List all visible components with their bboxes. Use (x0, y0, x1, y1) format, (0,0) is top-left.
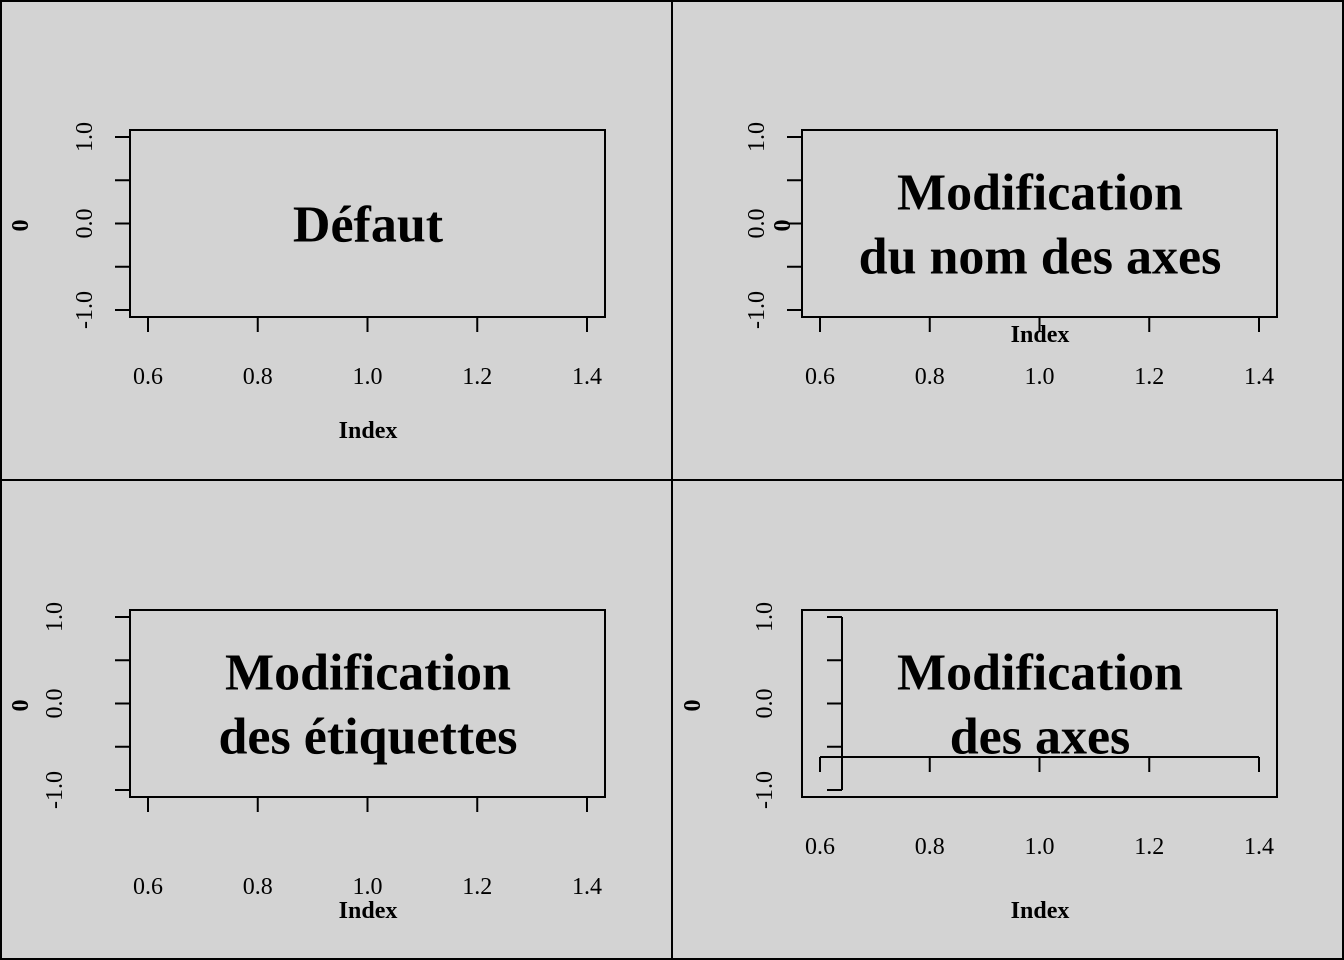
y-axis-title: 0 (8, 700, 34, 712)
panel-text-line-1: Modification (897, 165, 1183, 222)
x-tick-label: 0.6 (805, 364, 835, 390)
panel-text-line-2: des axes (950, 709, 1131, 766)
panel-2: 0.6 0.8 1.0 1.2 1.4 -1.0 0.0 1.0 Index 0 Modificat… (744, 122, 1278, 390)
x-tick-label: 1.4 (1244, 364, 1274, 390)
x-tick-label: 1.2 (1134, 364, 1164, 390)
x-axis-title: Index (1011, 322, 1070, 348)
x-tick-label: 1.0 (1025, 834, 1055, 860)
x-tick-label: 0.8 (915, 364, 945, 390)
y-axis-title: 0 (770, 220, 796, 232)
y-tick-label: 1.0 (72, 122, 98, 152)
panel-text-line-1: Modification (225, 645, 511, 702)
y-tick-label: -1.0 (752, 771, 778, 809)
x-tick-label: 1.2 (462, 364, 492, 390)
y-tick-label: 0.0 (72, 209, 98, 239)
panel-3: 0.6 0.8 1.0 1.2 1.4-1.00.01.0Index0Modificat… (8, 602, 606, 924)
panel-1: 0.6 0.8 1.0 1.2 1.4 -1.0 0.0 1.0 Index 0 Défaut (8, 122, 606, 444)
x-tick-label: 1.2 (462, 874, 492, 900)
y-tick-label: 1.0 (42, 602, 68, 632)
x-tick-label: 1.4 (1244, 834, 1274, 860)
y-axis-title: 0 (8, 220, 34, 232)
x-tick-label: 1.0 (1025, 364, 1055, 390)
y-tick-label: 0.0 (744, 209, 770, 239)
x-tick-label: 0.6 (133, 364, 163, 390)
x-tick-label: 1.4 (572, 364, 602, 390)
y-tick-label: -1.0 (42, 771, 68, 809)
y-tick-label: 0.0 (752, 689, 778, 719)
x-tick-label: 1.0 (353, 874, 383, 900)
x-tick-label: 0.8 (243, 874, 273, 900)
x-axis-title: Index (339, 898, 398, 924)
x-tick-label: 0.8 (243, 364, 273, 390)
panel-text-line-1: Défaut (293, 197, 444, 254)
x-tick-label: 1.0 (353, 364, 383, 390)
x-tick-label: 0.6 (805, 834, 835, 860)
panel-4: 0.6 0.8 1.0 1.2 1.4 -1.0 0.0 1.0 Index 0 Modificat… (680, 602, 1278, 924)
panel-text-line-2: des étiquettes (219, 709, 518, 766)
x-tick-label: 1.2 (1134, 834, 1164, 860)
x-axis-title: Index (1011, 898, 1070, 924)
plot-box (801, 609, 1278, 798)
x-tick-label: 0.8 (915, 834, 945, 860)
y-tick-label: 1.0 (752, 602, 778, 632)
y-tick-label: 0.0 (42, 689, 68, 719)
x-tick-label: 0.6 (133, 874, 163, 900)
y-tick-label: -1.0 (744, 291, 770, 329)
y-axis-title: 0 (680, 700, 706, 712)
x-tick-label: 1.4 (572, 874, 602, 900)
panel-text-line-2: du nom des axes (859, 229, 1222, 286)
panel-text-line-1: Modification (897, 645, 1183, 702)
x-axis-title: Index (339, 418, 398, 444)
y-tick-label: -1.0 (72, 291, 98, 329)
y-tick-label: 1.0 (744, 122, 770, 152)
